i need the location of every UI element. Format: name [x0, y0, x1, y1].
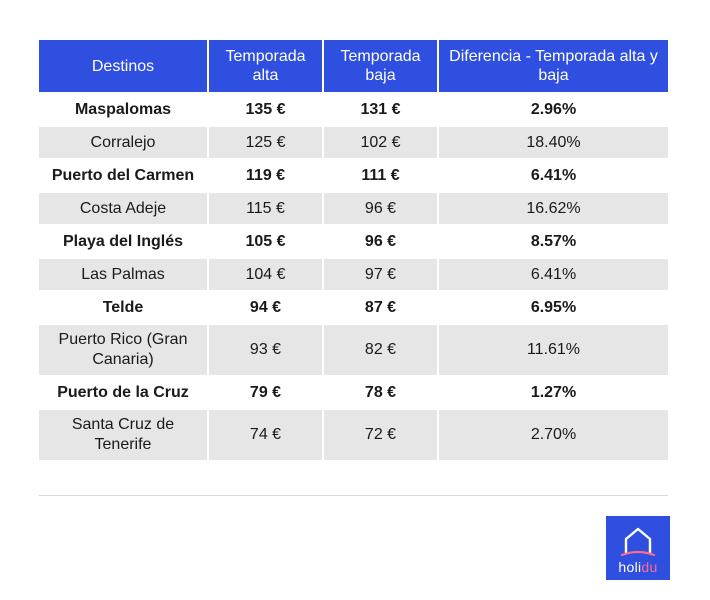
holidu-logo: holidu: [606, 516, 670, 580]
destino-cell: Puerto de la Cruz: [39, 375, 209, 408]
logo-wordmark: holidu: [606, 559, 670, 575]
divider: [39, 495, 668, 496]
alta-cell: 125 €: [209, 125, 324, 158]
baja-cell: 96 €: [324, 224, 439, 257]
alta-cell: 104 €: [209, 257, 324, 290]
destino-cell: Santa Cruz de Tenerife: [39, 408, 209, 460]
alta-cell: 115 €: [209, 191, 324, 224]
alta-cell: 94 €: [209, 290, 324, 323]
table-row: Las Palmas 104 € 97 € 6.41%: [39, 257, 668, 290]
alta-cell: 119 €: [209, 158, 324, 191]
table-row: Playa del Inglés 105 € 96 € 8.57%: [39, 224, 668, 257]
table-row: Puerto del Carmen 119 € 111 € 6.41%: [39, 158, 668, 191]
destino-cell: Puerto del Carmen: [39, 158, 209, 191]
diferencia-cell: 6.41%: [439, 158, 668, 191]
diferencia-cell: 1.27%: [439, 375, 668, 408]
alta-cell: 93 €: [209, 323, 324, 375]
table-row: Santa Cruz de Tenerife 74 € 72 € 2.70%: [39, 408, 668, 460]
destino-cell: Maspalomas: [39, 92, 209, 125]
table-row: Maspalomas 135 € 131 € 2.96%: [39, 92, 668, 125]
alta-cell: 135 €: [209, 92, 324, 125]
price-comparison-table: Destinos Temporada alta Temporada baja D…: [39, 40, 668, 460]
alta-cell: 74 €: [209, 408, 324, 460]
baja-cell: 111 €: [324, 158, 439, 191]
table-row: Puerto de la Cruz 79 € 78 € 1.27%: [39, 375, 668, 408]
table-row: Corralejo 125 € 102 € 18.40%: [39, 125, 668, 158]
destino-cell: Costa Adeje: [39, 191, 209, 224]
table-row: Telde 94 € 87 € 6.95%: [39, 290, 668, 323]
diferencia-cell: 16.62%: [439, 191, 668, 224]
diferencia-cell: 11.61%: [439, 323, 668, 375]
table-header-row: Destinos Temporada alta Temporada baja D…: [39, 40, 668, 92]
baja-cell: 87 €: [324, 290, 439, 323]
diferencia-cell: 6.95%: [439, 290, 668, 323]
baja-cell: 96 €: [324, 191, 439, 224]
baja-cell: 72 €: [324, 408, 439, 460]
destino-cell: Las Palmas: [39, 257, 209, 290]
alta-cell: 105 €: [209, 224, 324, 257]
diferencia-cell: 8.57%: [439, 224, 668, 257]
baja-cell: 131 €: [324, 92, 439, 125]
header-temporada-alta: Temporada alta: [209, 40, 324, 92]
diferencia-cell: 2.96%: [439, 92, 668, 125]
alta-cell: 79 €: [209, 375, 324, 408]
logo-text-accent: du: [641, 559, 658, 575]
house-outline-icon: [620, 527, 656, 557]
diferencia-cell: 2.70%: [439, 408, 668, 460]
header-diferencia: Diferencia - Temporada alta y baja: [439, 40, 668, 92]
header-temporada-baja: Temporada baja: [324, 40, 439, 92]
logo-text-main: holi: [618, 559, 642, 575]
table-row: Costa Adeje 115 € 96 € 16.62%: [39, 191, 668, 224]
baja-cell: 102 €: [324, 125, 439, 158]
destino-cell: Telde: [39, 290, 209, 323]
baja-cell: 97 €: [324, 257, 439, 290]
header-destinos: Destinos: [39, 40, 209, 92]
diferencia-cell: 18.40%: [439, 125, 668, 158]
baja-cell: 78 €: [324, 375, 439, 408]
table-row: Puerto Rico (Gran Canaria) 93 € 82 € 11.…: [39, 323, 668, 375]
destino-cell: Playa del Inglés: [39, 224, 209, 257]
destino-cell: Corralejo: [39, 125, 209, 158]
destino-cell: Puerto Rico (Gran Canaria): [39, 323, 209, 375]
baja-cell: 82 €: [324, 323, 439, 375]
diferencia-cell: 6.41%: [439, 257, 668, 290]
